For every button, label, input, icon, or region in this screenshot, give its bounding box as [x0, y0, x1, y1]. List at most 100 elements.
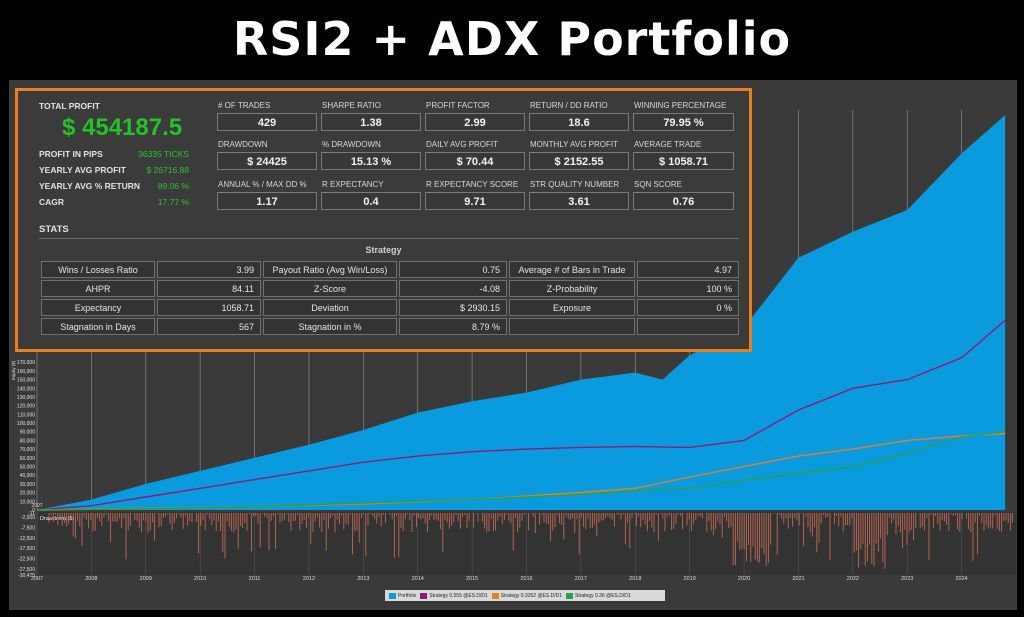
total-profit-value: $ 454187.5	[62, 114, 183, 141]
left-metric-value: $ 26716.88	[146, 165, 189, 175]
metric-label: ANNUAL % / MAX DD %	[218, 180, 307, 189]
left-metric-label: YEARLY AVG PROFIT	[39, 165, 126, 175]
x-tick-label: 2009	[140, 576, 152, 582]
x-tick-label: 2019	[684, 576, 696, 582]
metric-value: 2.99	[425, 113, 525, 131]
stats-cell: 567	[157, 318, 261, 335]
left-metric-label: PROFIT IN PIPS	[39, 149, 103, 159]
drawdown-tick-label: -12,500	[18, 536, 35, 542]
drawdown-tick-label: -17,500	[18, 546, 35, 552]
x-tick-label: 2023	[901, 576, 913, 582]
y-tick-label: 90,000	[20, 430, 36, 436]
legend-swatch	[420, 592, 428, 599]
page-title: RSI2 + ADX Portfolio	[232, 12, 792, 66]
left-metric-value: 17.77 %	[157, 197, 189, 207]
x-tick-label: 2018	[629, 576, 641, 582]
equity-axis-label: Equity ($)	[11, 360, 16, 380]
metric-value: 18.6	[529, 113, 629, 131]
x-tick-label-inner: 2007	[31, 503, 42, 509]
y-tick-label: 20,000	[20, 491, 36, 497]
stats-cell: Wins / Losses Ratio	[41, 261, 155, 278]
x-tick-label: 2007	[31, 576, 43, 582]
y-tick-label: 130,000	[17, 395, 35, 401]
stats-divider	[39, 238, 739, 239]
x-tick-label: 2014	[412, 576, 424, 582]
drawdown-tick-label: -27,500	[18, 567, 35, 573]
stats-cell: 84.11	[157, 280, 261, 297]
x-tick-label: 2010	[194, 576, 206, 582]
legend-item: Strategy 0.3352 @ES.D/D1	[491, 592, 562, 599]
y-tick-label: 30,000	[20, 482, 36, 488]
y-tick-label: 80,000	[20, 438, 36, 444]
stats-heading: STATS	[39, 224, 69, 235]
x-tick-label: 2022	[847, 576, 859, 582]
metric-label: WINNING PERCENTAGE	[634, 101, 727, 110]
y-tick-label: 50,000	[20, 465, 36, 471]
metric-value: $ 24425	[217, 152, 317, 170]
metric-label: DRAWDOWN	[218, 140, 268, 149]
metric-value: 3.61	[529, 192, 629, 210]
metric-value: 9.71	[425, 192, 525, 210]
left-metric-value: 89.06 %	[157, 181, 189, 191]
metric-value: 0.76	[633, 192, 734, 210]
y-tick-label: 70,000	[20, 447, 36, 453]
stats-cell: 0 %	[637, 299, 739, 316]
stats-cell: Expectancy	[41, 299, 155, 316]
metric-label: R EXPECTANCY SCORE	[426, 180, 519, 189]
legend-label: Strategy 0.3352 @ES.D/D1	[500, 592, 562, 599]
y-tick-label: 110,000	[17, 412, 35, 418]
y-tick-label: 170,000	[17, 360, 35, 366]
stats-cell: Payout Ratio (Avg Win/Loss)	[263, 261, 397, 278]
x-tick-label: 2016	[520, 576, 532, 582]
chart-legend: Portfolio Strategy 0.555 @ES.D/D1 Strate…	[385, 590, 665, 601]
stats-cell: 4.97	[637, 261, 739, 278]
x-tick-label: 2017	[575, 576, 587, 582]
total-profit-label: TOTAL PROFIT	[39, 101, 100, 111]
stats-cell: Stagnation in %	[263, 318, 397, 335]
metric-label: AVERAGE TRADE	[634, 140, 702, 149]
metric-label: % DRAWDOWN	[322, 140, 381, 149]
drawdown-axis-label: Drawdown ($)	[40, 516, 74, 522]
metric-label: # OF TRADES	[218, 101, 271, 110]
stats-cell: $ 2930.15	[399, 299, 507, 316]
legend-swatch	[389, 592, 396, 599]
metric-label: SQN SCORE	[634, 180, 683, 189]
metric-label: DAILY AVG PROFIT	[426, 140, 499, 149]
drawdown-tick-label: -2,500	[21, 515, 35, 521]
stats-cell: Z-Score	[263, 280, 397, 297]
drawdown-top-tick: -11	[28, 511, 35, 517]
drawdown-tick-label: -30,475	[18, 573, 35, 579]
metric-value: 429	[217, 113, 317, 131]
x-tick-label: 2012	[303, 576, 315, 582]
metric-value: $ 2152.55	[529, 152, 629, 170]
y-tick-label: 10,000	[20, 499, 36, 505]
metric-value: 1.38	[321, 113, 421, 131]
metric-label: R EXPECTANCY	[322, 180, 384, 189]
metric-value: $ 70.44	[425, 152, 525, 170]
y-tick-label: 150,000	[17, 378, 35, 384]
x-tick-label: 2024	[955, 576, 967, 582]
legend-swatch	[566, 592, 573, 599]
stats-cell: 100 %	[637, 280, 739, 297]
metric-value: 79.95 %	[633, 113, 734, 131]
left-metric-label: CAGR	[39, 197, 65, 207]
portfolio-area	[37, 115, 1006, 510]
x-tick-label: 2015	[466, 576, 478, 582]
stats-cell: 0.75	[399, 261, 507, 278]
metric-value: 1.17	[217, 192, 317, 210]
legend-label: Strategy 0.555 @ES.D/D1	[429, 592, 488, 599]
y-tick-label: 60,000	[20, 456, 36, 462]
stats-cell: Exposure	[509, 299, 635, 316]
legend-item: Portfolio	[389, 592, 416, 599]
stats-cell: Average # of Bars in Trade	[509, 261, 635, 278]
x-tick-label: 2021	[792, 576, 804, 582]
left-metric-label: YEARLY AVG % RETURN	[39, 181, 141, 191]
stats-cell: 1058.71	[157, 299, 261, 316]
stats-cell	[509, 318, 635, 335]
legend-label: Strategy 0.36 @ES.D/D1	[575, 592, 631, 599]
y-tick-label: 100,000	[17, 421, 35, 427]
metric-label: RETURN / DD RATIO	[530, 101, 608, 110]
y-tick-label: 160,000	[17, 369, 35, 375]
stats-cell: -4.08	[399, 280, 507, 297]
left-metric-value: 36335 TICKS	[138, 149, 189, 159]
